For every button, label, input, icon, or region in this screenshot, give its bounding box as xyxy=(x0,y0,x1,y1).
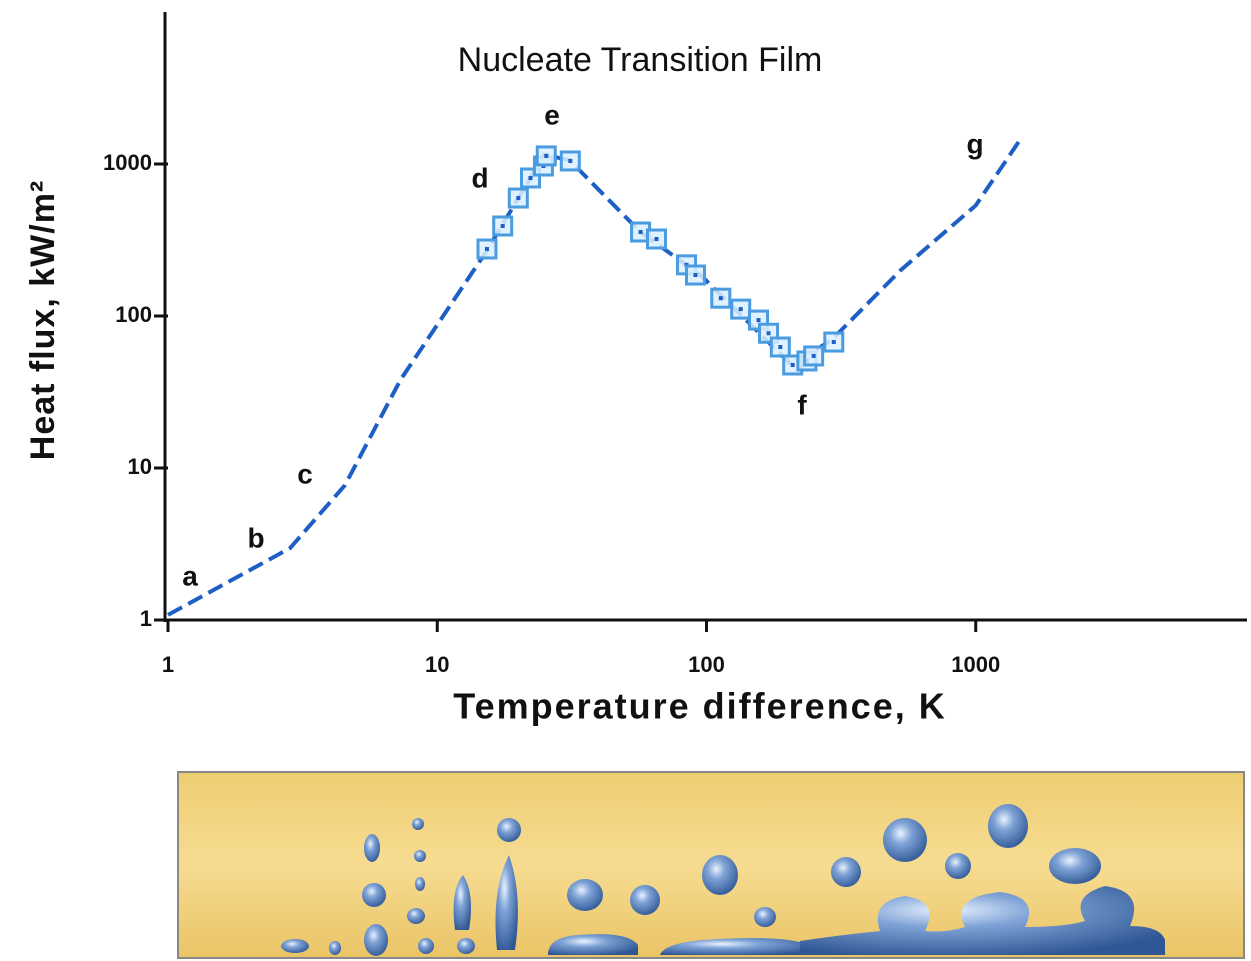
marker-dot xyxy=(528,175,533,180)
y-tick-label: 1000 xyxy=(103,150,152,175)
x-tick-label: 10 xyxy=(425,652,449,677)
marker-dot xyxy=(718,296,723,301)
chart-title: Nucleate Transition Film xyxy=(458,41,823,79)
x-tick-label: 1000 xyxy=(951,652,1000,677)
boiling-illustration xyxy=(177,771,1245,959)
marker-dot xyxy=(693,273,698,278)
marker-dot xyxy=(654,237,659,242)
annotation: d xyxy=(471,162,488,193)
marker-dot xyxy=(544,153,549,158)
marker-dot xyxy=(484,246,489,251)
y-axis-label: Heat flux, kW/m² xyxy=(24,180,62,460)
marker-dot xyxy=(766,331,771,336)
marker-dot xyxy=(738,307,743,312)
x-tick-label: 100 xyxy=(688,652,725,677)
annotation: c xyxy=(297,458,313,489)
marker-dot xyxy=(811,353,816,358)
annotation: f xyxy=(797,389,807,420)
annotation: g xyxy=(966,128,983,159)
marker-dot xyxy=(831,340,836,345)
marker-dot xyxy=(516,196,521,201)
marker-dot xyxy=(638,229,643,234)
marker-dot xyxy=(778,345,783,350)
marker-dot xyxy=(500,223,505,228)
series-line xyxy=(167,138,1022,617)
y-tick-label: 1 xyxy=(140,606,152,631)
annotation: b xyxy=(247,522,264,553)
x-axis-label: Temperature difference, K xyxy=(453,686,946,727)
marker-dot xyxy=(568,158,573,163)
marker-dot xyxy=(756,318,761,323)
marker-dot xyxy=(790,363,795,368)
annotation: a xyxy=(182,560,198,591)
y-tick-label: 10 xyxy=(128,454,152,479)
annotation: e xyxy=(544,99,560,130)
y-tick-label: 100 xyxy=(115,302,152,327)
x-tick-label: 1 xyxy=(162,652,174,677)
